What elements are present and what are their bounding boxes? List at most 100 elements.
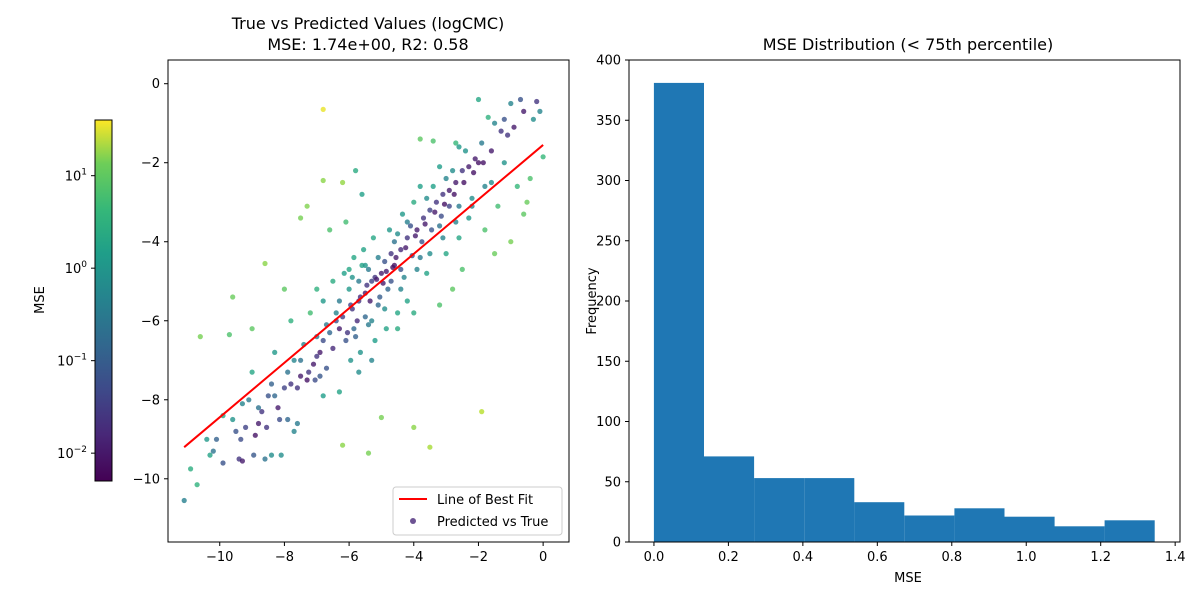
scatter-point <box>446 203 452 209</box>
legend-label-predicted: Predicted vs True <box>437 515 548 530</box>
histogram-y-tick-label: 350 <box>596 114 621 129</box>
scatter-point <box>346 266 352 272</box>
scatter-point <box>508 239 514 245</box>
scatter-point <box>456 203 462 209</box>
scatter-point <box>375 254 381 261</box>
scatter-point <box>388 278 394 284</box>
scatter-point <box>317 349 323 355</box>
scatter-point <box>330 345 336 351</box>
scatter-point <box>450 168 456 174</box>
scatter-point <box>239 401 245 407</box>
scatter-point <box>272 349 278 355</box>
scatter-point <box>498 128 504 134</box>
scatter-point <box>265 393 271 399</box>
scatter-point <box>314 353 320 359</box>
scatter-point <box>330 278 336 284</box>
scatter-point <box>534 98 540 105</box>
histogram-y-tick-label: 150 <box>596 355 621 370</box>
scatter-point <box>492 120 498 126</box>
scatter-point <box>320 337 326 344</box>
scatter-point <box>362 262 368 268</box>
histogram-x-axis: 0.0 0.2 0.4 0.6 0.8 1.0 1.2 1.4 <box>644 542 1186 565</box>
colorbar-tick-label: 100 <box>65 260 88 277</box>
scatter-point <box>378 414 384 421</box>
scatter-point <box>429 227 435 233</box>
scatter-x-axis: −10 −8 −6 −4 −2 0 <box>206 542 547 565</box>
scatter-point <box>272 393 278 399</box>
scatter-point <box>343 219 349 225</box>
scatter-point <box>365 266 372 272</box>
scatter-point <box>255 405 262 411</box>
scatter-point <box>306 369 312 375</box>
histogram-chart: MSE Distribution (< 75th percentile) 0.0… <box>585 35 1186 586</box>
scatter-point <box>277 416 283 423</box>
scatter-point <box>249 326 255 332</box>
scatter-point <box>393 254 399 261</box>
scatter-point <box>353 334 359 340</box>
scatter-point <box>382 306 388 312</box>
scatter-point <box>398 266 404 272</box>
scatter-point <box>268 381 275 387</box>
best-fit-line <box>183 144 544 448</box>
scatter-point <box>336 298 342 304</box>
histogram-bar <box>1054 526 1105 542</box>
scatter-point <box>441 201 448 207</box>
scatter-point <box>501 116 507 122</box>
scatter-point <box>404 235 410 241</box>
scatter-point <box>404 298 410 304</box>
scatter-point <box>197 334 203 340</box>
scatter-point <box>530 116 537 122</box>
scatter-point <box>475 160 482 166</box>
scatter-point <box>420 215 427 221</box>
scatter-point <box>233 428 239 434</box>
scatter-point <box>213 436 220 442</box>
scatter-point <box>207 452 213 458</box>
scatter-point <box>344 330 351 336</box>
scatter-point <box>456 144 462 150</box>
scatter-point <box>440 191 446 197</box>
scatter-x-tick-label: 0 <box>539 550 547 565</box>
scatter-point <box>471 170 477 176</box>
scatter-point <box>314 286 320 292</box>
histogram-title: MSE Distribution (< 75th percentile) <box>763 35 1053 54</box>
scatter-point <box>346 286 352 292</box>
histogram-y-tick-label: 100 <box>596 415 621 430</box>
scatter-point <box>395 326 401 332</box>
scatter-point <box>385 286 391 292</box>
scatter-point <box>427 207 433 213</box>
scatter-point <box>427 251 433 257</box>
scatter-point <box>259 409 265 415</box>
histogram-y-tick-label: 300 <box>596 174 621 189</box>
scatter-point <box>505 132 511 138</box>
scatter-point <box>540 154 546 160</box>
histogram-bar <box>653 82 704 543</box>
scatter-point <box>262 456 268 462</box>
scatter-point <box>430 183 436 189</box>
scatter-point <box>362 314 368 320</box>
scatter-point <box>298 373 304 379</box>
scatter-point <box>252 432 258 438</box>
scatter-point <box>386 227 393 233</box>
scatter-point <box>226 332 232 338</box>
scatter-point <box>370 235 376 241</box>
scatter-point <box>411 199 417 205</box>
scatter-point <box>238 436 244 442</box>
scatter-point <box>398 286 404 292</box>
colorbar-tick-label: 10−2 <box>57 445 87 462</box>
scatter-point <box>517 96 524 103</box>
colorbar-ticks: 10−2 10−1 100 101 <box>57 168 95 462</box>
scatter-point <box>383 326 389 332</box>
histogram-bar <box>754 478 805 542</box>
histogram-bar <box>904 515 955 542</box>
scatter-point <box>461 179 467 186</box>
scatter-point <box>475 96 482 103</box>
scatter-point <box>466 215 472 221</box>
scatter-point <box>369 278 375 284</box>
scatter-point <box>327 330 333 336</box>
scatter-y-tick-label: −2 <box>141 156 160 171</box>
scatter-point <box>275 405 281 411</box>
histogram-x-tick-label: 1.4 <box>1165 550 1186 565</box>
scatter-point <box>194 482 200 488</box>
scatter-point <box>281 286 287 292</box>
scatter-point <box>417 136 423 142</box>
